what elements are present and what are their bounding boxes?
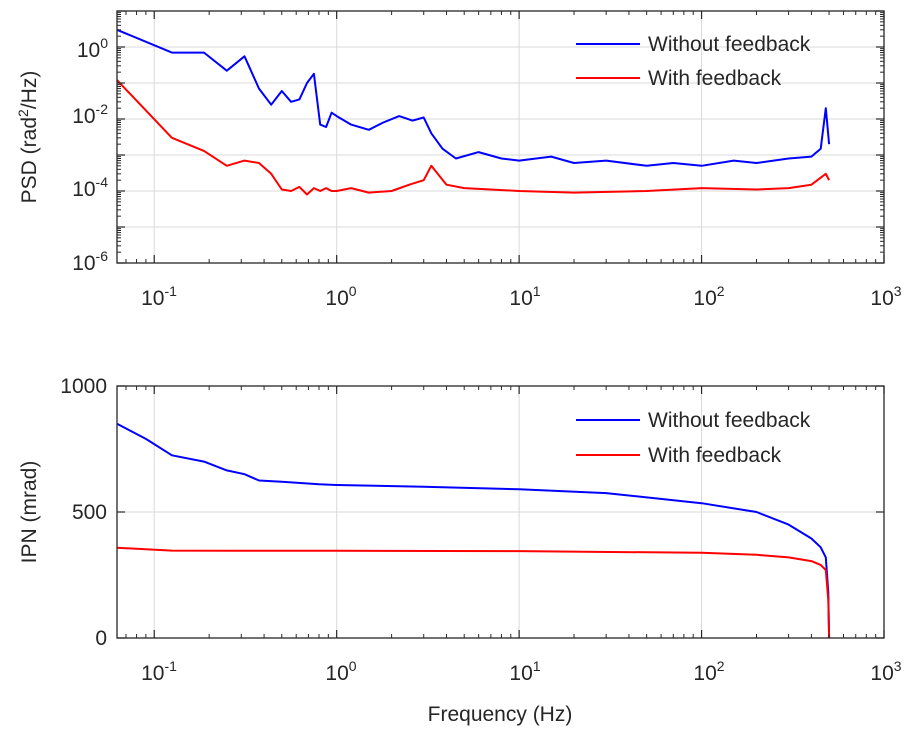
psd-y-tick-labels: 100 10-2 10-4 10-6 (72, 35, 108, 275)
ipn-legend-label-with-feedback: With feedback (648, 444, 782, 467)
ipn-y-tick-label: 1000 (60, 375, 107, 398)
ipn-x-tick-labels: 10-1 100 101 102 103 (141, 658, 902, 685)
psd-y-tick-label: 100 (77, 35, 108, 62)
psd-ticks (117, 10, 885, 264)
psd-y-tick-label: 10-4 (72, 174, 108, 201)
psd-legend-label-without-feedback: Without feedback (648, 33, 811, 56)
psd-plot: PSD (rad2/Hz) 100 10-2 10-4 10-6 10-1 10… (15, 10, 902, 310)
psd-plot-background (117, 11, 884, 263)
psd-x-tick-label: 100 (325, 283, 356, 310)
psd-y-tick-label: 10-6 (72, 248, 108, 275)
psd-y-axis-label-rest: /Hz) (18, 71, 41, 110)
psd-y-axis-label-main: PSD (rad (18, 117, 41, 203)
ipn-series-group (116, 422, 831, 639)
ipn-y-tick-label: 0 (95, 627, 107, 650)
ipn-series-without-feedback (116, 422, 831, 639)
ipn-y-tick-labels: 1000 500 0 (60, 375, 107, 650)
psd-legend: Without feedback With feedback (576, 33, 811, 90)
ipn-legend: Without feedback With feedback (576, 409, 811, 467)
ipn-x-tick-label: 102 (693, 658, 724, 685)
ipn-series-with-feedback (116, 546, 831, 639)
ipn-x-tick-label: 101 (509, 658, 540, 685)
psd-axes-box (116, 10, 885, 264)
ipn-y-axis-label: IPN (mrad) (18, 461, 41, 564)
ipn-y-tick-label: 500 (72, 501, 107, 524)
psd-x-tick-label: 10-1 (141, 283, 177, 310)
psd-y-axis-label: PSD (rad2/Hz) (15, 71, 41, 204)
ipn-x-tick-label: 100 (325, 658, 356, 685)
ipn-legend-label-without-feedback: Without feedback (648, 409, 811, 432)
psd-x-tick-label: 103 (870, 283, 901, 310)
psd-series-group (116, 28, 831, 196)
psd-x-tick-label: 101 (509, 283, 540, 310)
psd-y-axis-label-sup: 2 (15, 109, 31, 117)
ipn-x-tick-label: 10-1 (141, 658, 177, 685)
psd-x-tick-label: 102 (693, 283, 724, 310)
x-axis-label: Frequency (Hz) (428, 703, 573, 726)
ipn-plot: IPN (mrad) 1000 500 0 10-1 100 101 102 1… (18, 375, 902, 726)
psd-series-without-feedback (116, 28, 831, 167)
ipn-ticks (117, 385, 885, 639)
ipn-x-tick-label: 103 (870, 658, 901, 685)
psd-legend-label-with-feedback: With feedback (648, 67, 782, 90)
psd-x-tick-labels: 10-1 100 101 102 103 (141, 283, 902, 310)
psd-series-with-feedback (116, 79, 830, 196)
psd-y-tick-label: 10-2 (72, 101, 108, 128)
